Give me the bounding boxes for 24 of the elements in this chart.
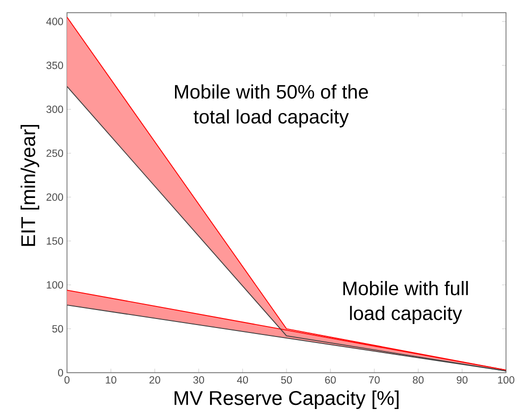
- x-tick-label: 80: [412, 376, 424, 384]
- x-axis-title: MV Reserve Capacity [%]: [174, 390, 399, 410]
- x-tick-label: 70: [369, 376, 380, 384]
- y-tick-label: 100: [46, 281, 64, 289]
- x-tick-label: 100: [498, 376, 514, 384]
- x-tick-label: 20: [150, 376, 160, 384]
- x-tick-label: 0: [64, 376, 70, 384]
- annotation: Mobile with full load capacity: [343, 280, 468, 324]
- y-tick-label: 0: [58, 369, 64, 376]
- x-tick-label: 10: [106, 376, 116, 384]
- x-tick-label: 90: [456, 376, 468, 384]
- y-tick-label: 250: [46, 149, 64, 157]
- y-tick-label: 150: [46, 237, 64, 245]
- y-tick-label: 50: [52, 325, 64, 333]
- x-tick-label: 40: [237, 376, 248, 384]
- annotation: Mobile with 50% of the total load capacity: [175, 84, 368, 128]
- y-tick-label: 300: [46, 106, 64, 113]
- x-tick-label: 30: [193, 376, 204, 384]
- y-tick-label: 400: [46, 18, 64, 26]
- x-tick-label: 60: [325, 376, 336, 384]
- y-tick-label: 200: [46, 193, 64, 201]
- y-tick-label: 350: [46, 62, 64, 70]
- y-axis-title: EIT [min/year]: [20, 124, 40, 246]
- x-tick-label: 50: [281, 376, 292, 384]
